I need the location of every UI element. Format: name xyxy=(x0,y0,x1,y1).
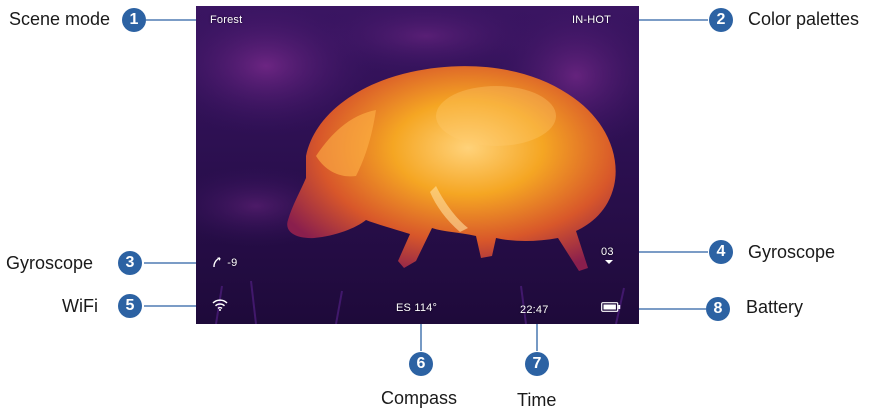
callout-badge-8: 8 xyxy=(706,297,730,321)
color-palette-text[interactable]: IN-HOT xyxy=(572,14,612,26)
gyroscope-left-value: -9 xyxy=(227,257,238,269)
compass-reading: ES 114° xyxy=(396,302,438,314)
thermal-screen: Forest IN-HOT -9 03 ES 114° 22:47 xyxy=(196,6,639,324)
battery-icon xyxy=(601,302,621,312)
boar-silhouette xyxy=(287,66,616,272)
callout-label-gyroscope-left: Gyroscope xyxy=(6,253,94,273)
callout-badge-5: 5 xyxy=(118,294,142,318)
callout-badge-6: 6 xyxy=(409,352,433,376)
tilt-arc-icon xyxy=(213,257,221,268)
callout-label-wifi: WiFi xyxy=(62,296,98,316)
thermal-scene-image xyxy=(196,6,639,324)
callout-badge-2: 2 xyxy=(709,8,733,32)
callout-badge-3: 3 xyxy=(118,251,142,275)
callout-label-scene-mode: Scene mode xyxy=(9,9,111,29)
callout-label-compass: Compass xyxy=(381,388,458,408)
callout-label-color-palettes: Color palettes xyxy=(748,9,860,29)
callout-badge-7: 7 xyxy=(525,352,549,376)
callout-badge-1: 1 xyxy=(122,8,146,32)
callout-badge-4: 4 xyxy=(709,240,733,264)
gyroscope-right-value: 03 xyxy=(601,246,614,258)
callout-label-battery: Battery xyxy=(746,297,804,317)
wifi-icon[interactable] xyxy=(212,299,228,311)
gyroscope-left-indicator: -9 xyxy=(212,256,237,269)
chevron-down-icon xyxy=(605,260,613,264)
time-display: 22:47 xyxy=(520,304,549,316)
scene-mode-text[interactable]: Forest xyxy=(210,14,243,26)
callout-label-time: Time xyxy=(517,390,557,410)
callout-label-gyroscope-right: Gyroscope xyxy=(748,242,836,262)
